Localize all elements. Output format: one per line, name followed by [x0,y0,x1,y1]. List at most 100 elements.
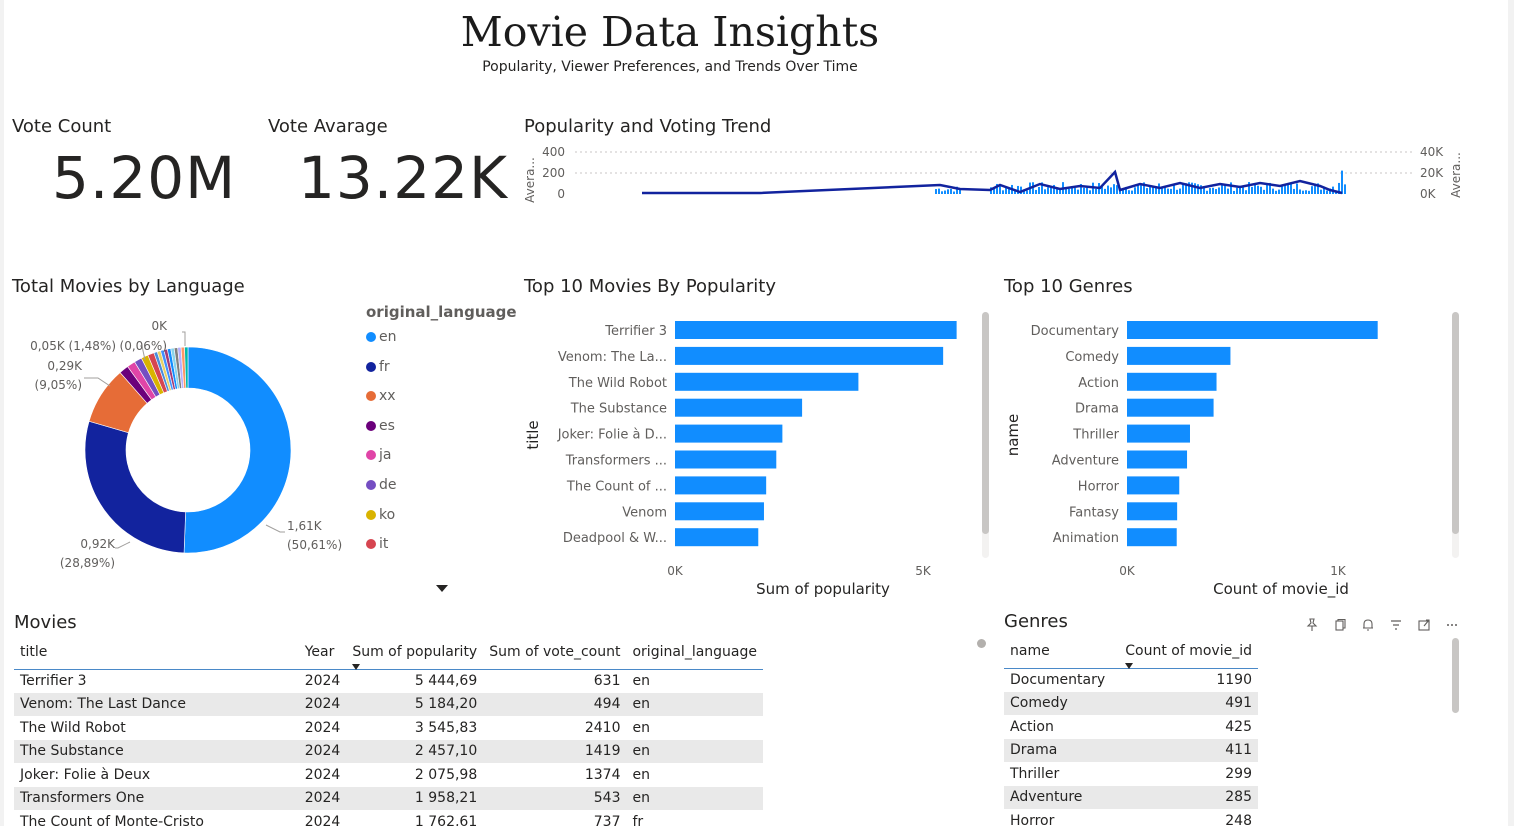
label-leader-line [84,377,111,387]
legend-item-de[interactable]: de [366,477,397,493]
movie-bar [675,346,944,365]
genre-category-label: Fantasy [1069,505,1119,520]
trend-bar [1053,184,1055,194]
trend-bar [1080,184,1082,194]
legend-label: en [379,329,397,345]
top-movies-scrollbar[interactable] [982,312,989,534]
cell-popularity: 1 762,61 [414,813,478,826]
vote-count-value[interactable]: 5.20M [52,144,237,212]
focus-mode-icon[interactable] [1417,618,1431,632]
trend-bar [1164,187,1166,194]
more-options-icon[interactable] [1445,618,1459,632]
table-row[interactable]: Documentary 1190 [1004,668,1258,692]
legend-label: ja [379,447,392,464]
table-row[interactable]: The Count of Monte-Cristo 2024 1 762,61 737… [14,810,763,826]
genre-bar [1127,321,1378,339]
legend-item-ko[interactable]: ko [366,507,395,523]
top-genres-bar-chart[interactable]: name Documentary Comedy Action Drama Thrille… [1000,310,1450,600]
trend-bar [1095,188,1097,194]
cell-popularity: 5 444,69 [414,673,478,689]
table-row[interactable]: Venom: The Last Dance 2024 5 184,20 494 en [14,692,763,716]
table-row[interactable]: Horror 248 [1004,809,1258,826]
table-row[interactable]: Comedy 491 [1004,691,1258,715]
top-genres-y-axis-title: name [1004,414,1022,457]
trend-bar [1338,182,1340,194]
legend-item-fr[interactable]: fr [366,359,390,375]
language-donut-chart[interactable]: 1,61K (50,61%) 0,92K (28,89%) 0,29K (9,0… [20,310,360,580]
drag-handle-icon[interactable] [977,639,986,648]
trend-bar [947,189,949,194]
top-movies-title: Top 10 Movies By Popularity [524,276,777,297]
col-header-title[interactable]: title [14,636,299,670]
cell-count: 299 [1225,765,1252,782]
table-row[interactable]: The Wild Robot 2024 3 545,83 2410 en [14,716,763,740]
trend-bar [1215,189,1217,194]
sort-descending-icon [1125,662,1134,669]
donut-slices [84,346,292,554]
cell-year: 2024 [304,673,341,689]
col-header-popularity[interactable]: Sum of popularity [346,636,484,670]
movie-category-label: Transformers ... [565,454,667,469]
genre-bar [1127,372,1217,391]
table-row[interactable]: The Substance 2024 2 457,10 1419 en [14,739,763,763]
table-row[interactable]: Thriller 299 [1004,762,1258,786]
trend-bar [1002,190,1004,194]
legend-dot [366,450,376,461]
trend-right-tick: 0K [1420,187,1437,201]
trend-bar [1185,183,1187,194]
trend-bar [1116,185,1118,194]
copy-icon[interactable] [1333,618,1347,632]
col-header-vote-count[interactable]: Sum of vote_count [483,636,627,670]
table-row[interactable]: Drama 411 [1004,738,1258,762]
vote-average-value[interactable]: 13.22K [298,144,509,212]
trend-bar [1272,188,1274,194]
genres-table-scrollbar[interactable] [1452,638,1459,713]
pin-icon[interactable] [1305,618,1319,632]
genre-category-label: Thriller [1072,428,1119,443]
trend-bar [1293,188,1295,194]
trend-bar [1155,187,1157,194]
cell-year: 2024 [298,786,347,810]
top-genres-scrollbar[interactable] [1452,312,1459,534]
genres-table[interactable]: name Count of movie_id Documentary 1190 Co… [1004,634,1258,826]
legend-item-en[interactable]: en [366,329,397,345]
table-row[interactable]: Terrifier 3 2024 5 444,69 631 en [14,669,763,693]
table-row[interactable]: Adventure 285 [1004,785,1258,809]
legend-label: ko [379,506,396,523]
legend-item-xx[interactable]: xx [366,388,396,404]
table-row[interactable]: Joker: Folie à Deux 2024 2 075,98 1374 en [14,763,763,787]
donut-label-xx: 0,29K [47,359,83,373]
col-header-count[interactable]: Count of movie_id [1119,634,1258,669]
trend-bar [996,183,998,194]
table-row[interactable]: Transformers One 2024 1 958,21 543 en [14,786,763,810]
legend-scroll-down-icon[interactable] [436,585,448,592]
dashboard-title: Movie Data Insights [460,8,880,56]
top-movies-bar-chart[interactable]: title Terrifier 3 Venom: The La... The Wil… [520,310,995,600]
movies-bars: Terrifier 3 Venom: The La... The Wild Robo… [557,321,957,547]
trend-bar [1077,189,1079,194]
legend-label: fr [379,358,390,375]
trend-bar [1203,186,1205,194]
table-row[interactable]: Action 425 [1004,715,1258,739]
legend-item-es[interactable]: es [366,418,395,434]
trend-chart[interactable]: Avera... 400 200 0 40K 20K 0K Avera... [520,140,1470,210]
legend-item-ja[interactable]: ja [366,447,391,463]
bell-icon[interactable] [1361,618,1375,632]
trend-bar [950,188,952,194]
cell-vote-count: 2410 [584,719,621,736]
col-header-popularity-label: Sum of popularity [352,644,478,661]
col-header-language[interactable]: original_language [626,636,763,670]
cell-name: Documentary [1010,672,1106,688]
trend-bar [1134,187,1136,194]
trend-bar [1236,187,1238,194]
filter-icon[interactable] [1389,618,1403,632]
donut-label-en-pct: (50,61%) [287,538,342,552]
genre-bar [1127,398,1214,417]
movie-bar [675,398,803,417]
col-header-name[interactable]: name [1004,634,1120,669]
trend-bar [1119,189,1121,194]
movies-table[interactable]: title Year Sum of popularity Sum of vote… [14,636,763,826]
col-header-year[interactable]: Year [298,636,347,670]
legend-item-it[interactable]: it [366,536,388,552]
trend-bar [1290,183,1292,194]
